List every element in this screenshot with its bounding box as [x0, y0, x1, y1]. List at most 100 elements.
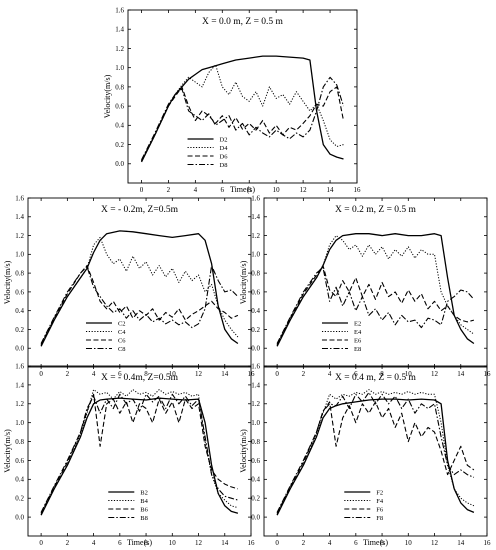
series-line-b8	[40, 393, 239, 513]
x-tick-label: 10	[405, 539, 413, 547]
series-line-d8	[141, 76, 345, 161]
y-tick-label: 0.8	[115, 83, 124, 91]
x-tick-label: 6	[354, 539, 358, 547]
legend-label-e4: E4	[354, 329, 362, 336]
x-tick-label: 10	[169, 539, 177, 547]
chart-panel-1: 0.0 0.2 0.4 0.6 0.8 1.0 1.2 1.4 1.6 0 2 4 6 8 10 12 14 16…	[103, 6, 361, 194]
legend-label-d4: D4	[220, 145, 229, 152]
x-tick-label: 2	[66, 539, 70, 547]
legend-label-e8: E8	[354, 346, 361, 353]
x-tick-label: 8	[247, 186, 251, 194]
y-tick-label: 1.4	[115, 26, 124, 34]
x-tick-label: 14	[457, 370, 465, 378]
y-tick-label: 0.0	[251, 514, 260, 522]
x-tick-label: 8	[144, 370, 148, 378]
x-tick-label: 10	[169, 370, 177, 378]
series-line-c4	[40, 236, 239, 346]
y-tick-label: 0.2	[115, 141, 124, 149]
x-tick-label: 12	[431, 370, 439, 378]
x-tick-label: 16	[248, 539, 256, 547]
chart-panel-3: 0.00.20.40.60.81.01.21.41.60 2 4 6 8 10 12 14 16…	[239, 194, 491, 378]
x-tick-label: 0	[275, 370, 279, 378]
x-tick-label: 0	[275, 539, 279, 547]
x-tick-label: 4	[194, 186, 198, 194]
x-tick-label: 12	[300, 186, 308, 194]
series-line-e8	[276, 266, 475, 344]
y-axis-label: Velocity(m/s)	[3, 260, 12, 304]
legend-label-f8: F8	[376, 515, 383, 522]
x-tick-label: 10	[273, 186, 281, 194]
y-tick-label: 1.6	[15, 194, 24, 202]
chart-panel-5: 0.0 0.2 0.4 0.6 0.8 1.0 1.2 1.4 1.6 0 2 4 6 8 10 12 14 16…	[239, 362, 491, 547]
series-line-f4	[276, 389, 475, 515]
series-line-f6	[276, 401, 475, 514]
y-tick-label: 0.8	[15, 270, 24, 278]
y-tick-label: 0.6	[15, 288, 24, 296]
y-tick-label: 0.4	[251, 307, 260, 315]
x-tick-label: 14	[457, 539, 465, 547]
y-tick-label: 0.8	[15, 438, 24, 446]
chart-title: X = 0.2 m, Z = 0.5 m	[335, 205, 417, 215]
x-tick-label: 12	[431, 539, 439, 547]
legend-label-b8: B8	[140, 515, 148, 522]
x-tick-label: 8	[144, 539, 148, 547]
x-axis-label: Time(s)	[363, 538, 388, 547]
y-tick-label: 1.4	[251, 381, 260, 389]
legend-label-f6: F6	[376, 506, 384, 513]
y-tick-label: 0.4	[15, 476, 24, 484]
y-tick-label: 1.0	[15, 419, 24, 427]
y-tick-label: 1.2	[251, 400, 260, 408]
x-tick-label: 14	[221, 539, 229, 547]
x-tick-label: 0	[39, 370, 43, 378]
y-tick-label: 1.4	[251, 213, 260, 221]
chart-panel-4: 0.0 0.2 0.4 0.6 0.8 1.0 1.2 1.4 1.6 0 2 4 6 8 10 12 14 16…	[3, 362, 255, 547]
y-tick-label: 1.2	[115, 45, 124, 53]
y-tick-label: 1.4	[15, 213, 24, 221]
x-tick-label: 4	[328, 539, 332, 547]
y-tick-label: 1.0	[251, 419, 260, 427]
x-tick-label: 4	[92, 539, 96, 547]
legend-label-d2: D2	[220, 136, 228, 143]
plot-frame	[263, 197, 488, 368]
y-tick-label: 0.8	[251, 270, 260, 278]
y-tick-label: 0.6	[15, 457, 24, 465]
y-tick-label: 1.0	[15, 251, 24, 259]
series-line-c6	[40, 265, 239, 345]
x-tick-label: 0	[140, 186, 144, 194]
x-tick-label: 2	[302, 370, 306, 378]
y-tick-label: 1.0	[251, 251, 260, 259]
x-tick-label: 0	[39, 539, 43, 547]
y-axis-label: Velocity(m/s)	[239, 260, 248, 304]
x-tick-label: 14	[327, 186, 335, 194]
x-tick-label: 4	[328, 370, 332, 378]
legend-label-d8: D8	[220, 162, 228, 169]
legend-label-c4: C4	[118, 329, 126, 336]
x-tick-label: 16	[484, 539, 492, 547]
chart-title: X = - 0.2m, Z=0.5m	[101, 205, 179, 215]
chart-title: X = 0.0 m, Z = 0.5 m	[202, 17, 284, 27]
y-tick-label: 0.0	[115, 160, 124, 168]
series-line-e6	[276, 265, 475, 345]
y-tick-label: 0.0	[15, 345, 24, 353]
y-tick-label: 1.2	[15, 232, 24, 240]
x-tick-label: 4	[92, 370, 96, 378]
y-tick-label: 0.0	[251, 345, 260, 353]
legend-label-e2: E2	[354, 320, 361, 327]
x-axis-label: Time(s)	[230, 185, 255, 194]
legend-label-f2: F2	[376, 489, 383, 496]
legend-label-c6: C6	[118, 337, 126, 344]
series-line-e2	[276, 233, 475, 347]
y-tick-label: 0.6	[251, 457, 260, 465]
y-axis-label: Velocity(m/s)	[239, 429, 248, 473]
y-tick-label: 0.4	[115, 122, 124, 130]
legend-label-d6: D6	[220, 153, 229, 160]
legend-label-b4: B4	[140, 498, 148, 505]
chart-title: X = - 0.4m, Z=0.5m	[101, 373, 179, 383]
y-tick-label: 1.2	[15, 400, 24, 408]
y-tick-label: 0.8	[251, 438, 260, 446]
